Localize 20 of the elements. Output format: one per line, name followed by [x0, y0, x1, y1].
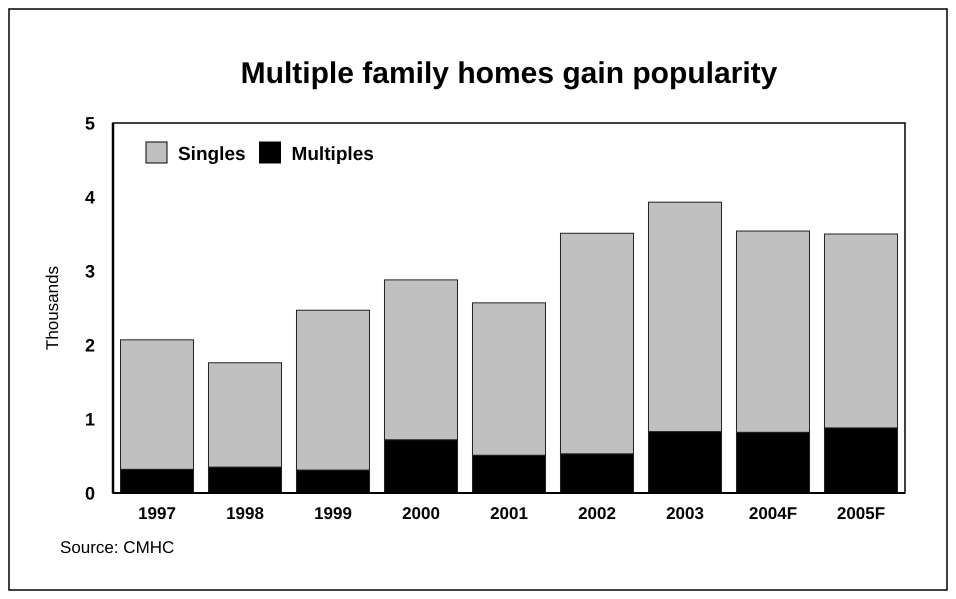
y-tick-label: 5	[84, 113, 95, 134]
x-tick-label: 2002	[578, 504, 616, 523]
y-tick-label: 3	[84, 261, 95, 282]
legend-label: Singles	[178, 144, 246, 165]
source-note: Source: CMHC	[60, 538, 174, 557]
chart-title: Multiple family homes gain popularity	[240, 57, 778, 90]
x-tick-label: 2000	[402, 504, 440, 523]
x-tick-label: 2003	[666, 504, 704, 523]
x-tick-label: 1999	[314, 504, 352, 523]
legend-label: Multiples	[292, 144, 374, 165]
x-tick-label: 2001	[490, 504, 528, 523]
y-axis-title: Thousands	[43, 266, 62, 350]
y-tick-label: 2	[84, 335, 95, 356]
y-tick-label: 4	[84, 187, 95, 208]
x-tick-label: 2004F	[748, 504, 798, 523]
x-tick-label: 1998	[226, 504, 264, 523]
y-tick-label: 0	[84, 483, 95, 504]
y-tick-label: 1	[84, 409, 95, 430]
x-tick-label: 2005F	[836, 504, 886, 523]
x-tick-label: 1997	[138, 504, 176, 523]
